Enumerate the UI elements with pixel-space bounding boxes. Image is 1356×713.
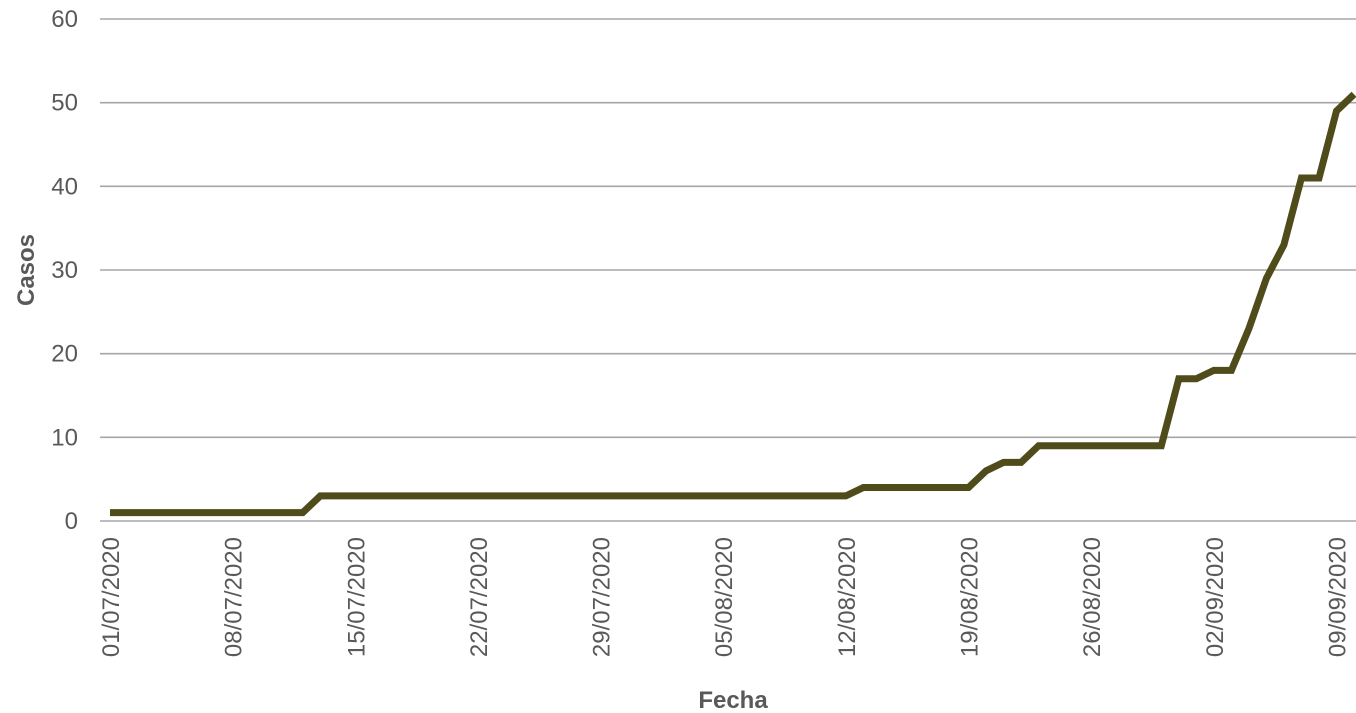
x-axis-ticks: 01/07/2020 08/07/2020 15/07/2020 22/07/2020… bbox=[98, 537, 1351, 657]
x-tick-label: 02/09/2020 bbox=[1202, 537, 1229, 657]
x-tick-label: 26/08/2020 bbox=[1079, 537, 1106, 657]
x-axis-title: Fecha bbox=[698, 687, 768, 713]
y-tick-label: 0 bbox=[65, 508, 78, 535]
x-tick-label: 09/09/2020 bbox=[1324, 537, 1351, 657]
x-tick-label: 08/07/2020 bbox=[221, 537, 248, 657]
x-tick-label: 19/08/2020 bbox=[957, 537, 984, 657]
y-tick-label: 30 bbox=[51, 257, 78, 284]
y-tick-label: 60 bbox=[51, 6, 78, 33]
x-tick-label: 05/08/2020 bbox=[711, 537, 738, 657]
series-line bbox=[110, 91, 1356, 517]
y-tick-label: 40 bbox=[51, 173, 78, 200]
x-tick-label: 01/07/2020 bbox=[98, 537, 125, 657]
gridlines bbox=[100, 18, 1356, 522]
x-tick-label: 29/07/2020 bbox=[589, 537, 616, 657]
x-tick-label: 12/08/2020 bbox=[834, 537, 861, 657]
y-tick-label: 20 bbox=[51, 341, 78, 368]
y-axis-title: Casos bbox=[13, 234, 40, 306]
y-tick-label: 50 bbox=[51, 90, 78, 117]
y-tick-label: 10 bbox=[51, 424, 78, 451]
series-layer bbox=[110, 91, 1356, 517]
x-tick-label: 22/07/2020 bbox=[466, 537, 493, 657]
y-axis-ticks: 0 10 20 30 40 50 60 bbox=[51, 6, 78, 535]
x-tick-label: 15/07/2020 bbox=[343, 537, 370, 657]
